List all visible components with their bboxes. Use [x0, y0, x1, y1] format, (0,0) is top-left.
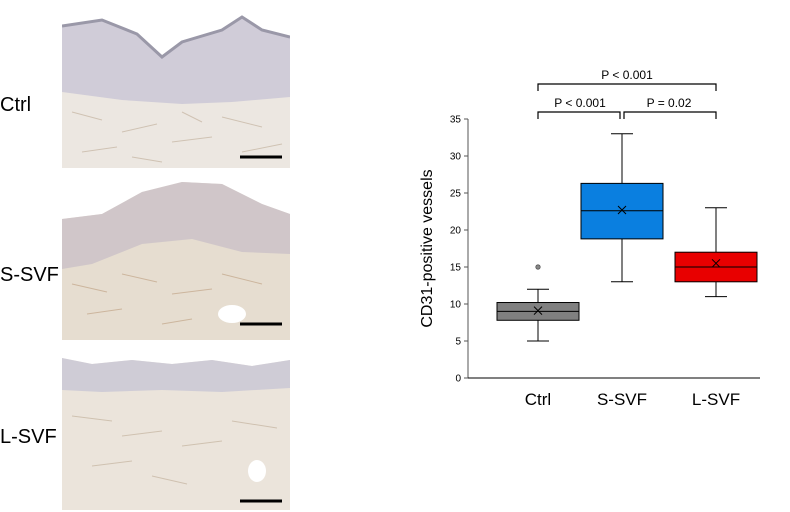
x-tick-label: S-SVF	[597, 390, 647, 409]
x-tick-label: L-SVF	[692, 390, 740, 409]
mean-marker	[617, 205, 627, 215]
y-tick-label: 0	[455, 374, 461, 385]
histology-panel-ctrl	[62, 12, 290, 168]
mean-marker	[711, 258, 721, 268]
y-tick-label: 35	[450, 115, 462, 126]
histology-panel-s-svf	[62, 174, 290, 340]
significance-bracket	[537, 83, 717, 91]
x-tick-label: Ctrl	[525, 390, 551, 409]
y-tick-label: 15	[450, 263, 462, 274]
outlier-point	[535, 264, 541, 270]
significance-label: P < 0.001	[554, 96, 606, 110]
panel-label-l-svf: L-SVF	[0, 426, 57, 448]
y-axis-label: CD31-positive vessels	[419, 169, 436, 327]
panel-label-ctrl: Ctrl	[0, 94, 32, 116]
y-tick-label: 25	[450, 189, 462, 200]
y-tick-label: 5	[455, 337, 461, 348]
panel-label-s-svf: S-SVF	[0, 264, 59, 286]
histology-panel-l-svf	[62, 346, 290, 510]
box-plot-chart: 0 5 10 15 20 25 30 35 CD31-positive vessels Ctrl S…	[419, 68, 760, 409]
significance-label: P < 0.001	[601, 68, 653, 82]
y-tick-label: 20	[450, 226, 462, 237]
y-tick-label: 30	[450, 152, 462, 163]
significance-bracket	[623, 111, 717, 119]
significance-bracket	[537, 111, 621, 119]
mean-marker	[533, 306, 543, 316]
significance-label: P = 0.02	[647, 96, 692, 110]
y-tick-label: 10	[450, 300, 462, 311]
